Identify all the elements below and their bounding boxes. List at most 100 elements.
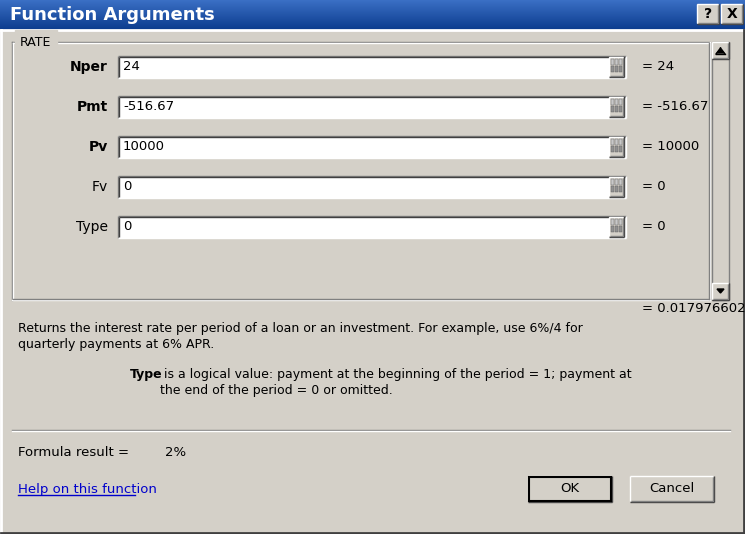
Bar: [611, 106, 614, 112]
Bar: [0, 23, 745, 24]
Text: Type: Type: [130, 368, 162, 381]
Bar: [615, 59, 618, 65]
Text: Type: Type: [76, 220, 108, 234]
Bar: [611, 99, 614, 105]
Text: quarterly payments at 6% APR.: quarterly payments at 6% APR.: [18, 338, 215, 351]
Bar: [0, 21, 745, 22]
Text: Pv: Pv: [89, 140, 108, 154]
Bar: [721, 4, 743, 24]
Bar: [611, 226, 614, 232]
Text: Cancel: Cancel: [650, 483, 694, 496]
Bar: [611, 186, 614, 192]
Polygon shape: [717, 49, 724, 53]
Bar: [609, 97, 624, 117]
Bar: [619, 179, 622, 185]
Text: = 24: = 24: [642, 60, 674, 74]
Bar: [0, 13, 745, 14]
Bar: [619, 146, 622, 152]
Bar: [0, 28, 745, 29]
Text: Function Arguments: Function Arguments: [10, 6, 215, 24]
Text: = 0: = 0: [642, 221, 665, 233]
Bar: [611, 139, 614, 145]
Text: -516.67: -516.67: [123, 100, 174, 114]
Bar: [712, 42, 729, 300]
Bar: [0, 15, 745, 16]
Bar: [0, 16, 745, 17]
Bar: [615, 179, 618, 185]
Bar: [609, 137, 624, 157]
Bar: [0, 11, 745, 12]
Bar: [0, 20, 745, 21]
Text: RATE: RATE: [20, 35, 51, 49]
Bar: [0, 5, 745, 6]
Bar: [615, 186, 618, 192]
Bar: [619, 99, 622, 105]
Bar: [615, 106, 618, 112]
Bar: [0, 22, 745, 23]
Bar: [712, 283, 729, 300]
Bar: [619, 66, 622, 72]
Text: Nper: Nper: [70, 60, 108, 74]
Bar: [615, 99, 618, 105]
Text: = -516.67: = -516.67: [642, 100, 708, 114]
Bar: [118, 176, 626, 198]
Bar: [609, 217, 624, 237]
Bar: [619, 219, 622, 225]
Text: Formula result =: Formula result =: [18, 445, 129, 459]
Bar: [118, 136, 626, 158]
Bar: [0, 29, 745, 30]
Bar: [0, 6, 745, 7]
Bar: [118, 216, 626, 238]
Text: OK: OK: [560, 483, 580, 496]
Bar: [0, 10, 745, 11]
Bar: [0, 8, 745, 9]
Text: = 10000: = 10000: [642, 140, 700, 153]
Bar: [712, 42, 729, 59]
Bar: [0, 25, 745, 26]
Bar: [619, 106, 622, 112]
Bar: [619, 226, 622, 232]
Bar: [0, 4, 745, 5]
Text: 24: 24: [123, 60, 140, 74]
Bar: [611, 59, 614, 65]
Bar: [0, 24, 745, 25]
Text: 2%: 2%: [165, 445, 186, 459]
Bar: [0, 3, 745, 4]
Bar: [619, 59, 622, 65]
Bar: [615, 219, 618, 225]
Bar: [611, 146, 614, 152]
Bar: [615, 139, 618, 145]
Bar: [0, 26, 745, 27]
Text: = 0: = 0: [642, 180, 665, 193]
Bar: [615, 66, 618, 72]
Bar: [609, 57, 624, 77]
Text: is a logical value: payment at the beginning of the period = 1; payment at: is a logical value: payment at the begin…: [160, 368, 632, 381]
Bar: [630, 476, 714, 502]
Bar: [529, 477, 611, 501]
Bar: [0, 18, 745, 19]
Text: 10000: 10000: [123, 140, 165, 153]
Bar: [611, 219, 614, 225]
Text: 0: 0: [123, 221, 131, 233]
Bar: [619, 139, 622, 145]
Text: ?: ?: [704, 7, 712, 21]
Bar: [0, 27, 745, 28]
Bar: [0, 17, 745, 18]
Bar: [0, 2, 745, 3]
Bar: [528, 476, 612, 502]
Text: Fv: Fv: [92, 180, 108, 194]
Bar: [0, 0, 745, 1]
Bar: [615, 226, 618, 232]
Bar: [118, 56, 626, 78]
Bar: [0, 9, 745, 10]
Bar: [615, 146, 618, 152]
Bar: [0, 19, 745, 20]
Text: X: X: [726, 7, 738, 21]
Bar: [619, 186, 622, 192]
Polygon shape: [717, 289, 724, 293]
Bar: [118, 96, 626, 118]
Bar: [609, 177, 624, 197]
Bar: [611, 179, 614, 185]
Text: the end of the period = 0 or omitted.: the end of the period = 0 or omitted.: [160, 384, 393, 397]
Bar: [0, 1, 745, 2]
